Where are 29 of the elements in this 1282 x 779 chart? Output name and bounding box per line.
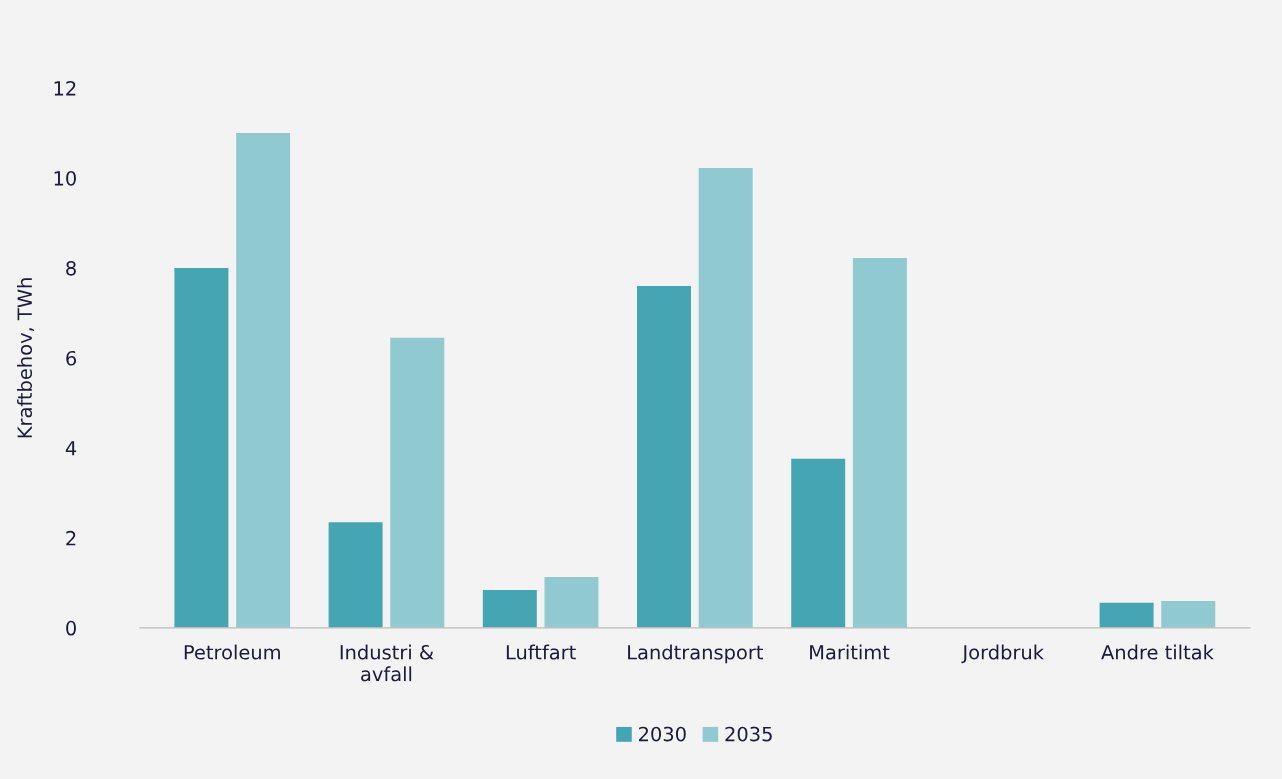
bar bbox=[482, 590, 537, 628]
bar bbox=[791, 458, 846, 628]
x-tick-label: Luftfart bbox=[506, 644, 576, 660]
y-tick-label: 2 bbox=[66, 530, 76, 546]
y-axis-title: Kraftbehov, TWh bbox=[17, 278, 35, 438]
y-tick-label: 8 bbox=[66, 260, 76, 276]
bar bbox=[1161, 600, 1216, 628]
bar bbox=[637, 285, 691, 628]
y-tick-label: 10 bbox=[54, 170, 76, 186]
legend-label: 2030 bbox=[639, 726, 686, 742]
y-tick-label: 12 bbox=[54, 80, 76, 96]
bar bbox=[174, 267, 229, 628]
bar bbox=[544, 577, 599, 628]
x-tick-label: Landtransport bbox=[628, 644, 764, 664]
bar bbox=[852, 258, 907, 628]
y-tick-label: 6 bbox=[66, 350, 77, 366]
y-tick-label: 4 bbox=[65, 441, 77, 456]
x-tick-label: Jordbruk bbox=[961, 644, 1044, 664]
bar bbox=[328, 522, 383, 628]
bar bbox=[390, 337, 445, 628]
x-tick-label: Maritimt bbox=[810, 644, 890, 660]
legend-label: 2035 bbox=[725, 726, 772, 742]
x-tick-label: Petroleum bbox=[184, 644, 280, 660]
x-tick-label: Andre tiltak bbox=[1101, 644, 1214, 660]
bar bbox=[1099, 602, 1154, 628]
y-tick-label: 0 bbox=[66, 620, 76, 636]
bar bbox=[698, 168, 753, 628]
bar bbox=[236, 133, 291, 628]
x-tick-label: Industri & avfall bbox=[340, 644, 434, 682]
